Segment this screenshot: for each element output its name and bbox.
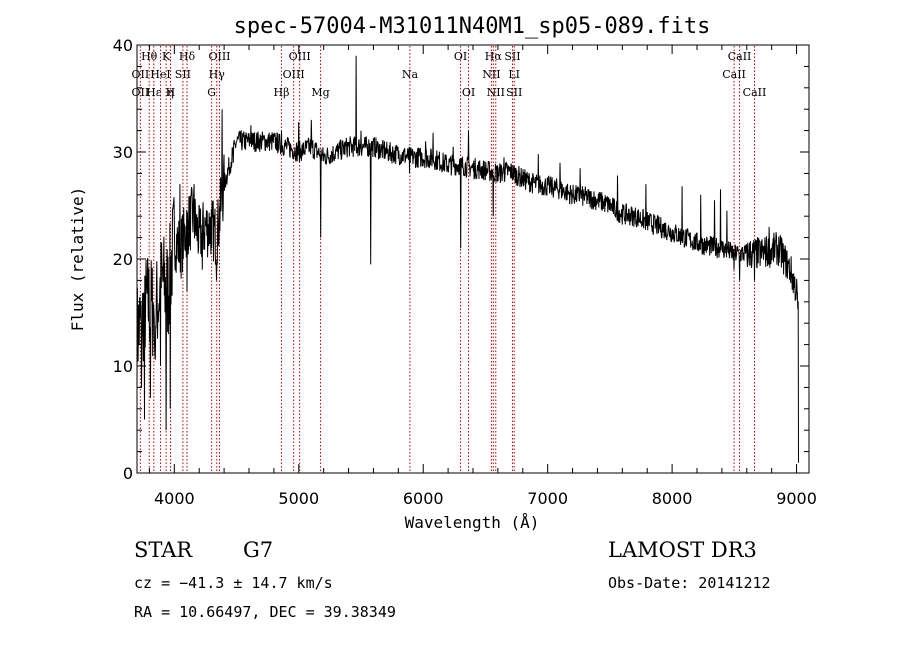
line-label: CaII bbox=[743, 86, 767, 99]
object-subclass: G7 bbox=[243, 538, 274, 562]
x-tick-label: 9000 bbox=[776, 489, 817, 508]
x-tick-label: 6000 bbox=[403, 489, 444, 508]
spectrum-line bbox=[136, 55, 799, 463]
line-label: OIII bbox=[283, 68, 305, 81]
y-tick-label: 0 bbox=[123, 464, 133, 483]
sky-coordinates: RA = 10.66497, DEC = 39.38349 bbox=[134, 603, 396, 621]
line-label: G bbox=[207, 86, 216, 99]
object-class: STAR bbox=[134, 538, 193, 562]
line-label: CaII bbox=[722, 68, 746, 81]
line-label: Hε bbox=[146, 86, 162, 99]
plot-frame bbox=[136, 44, 810, 474]
line-label: Hδ bbox=[179, 50, 196, 63]
line-label: SII bbox=[175, 68, 191, 81]
x-tick-label: 4000 bbox=[154, 489, 195, 508]
axis-ticks: 4000 5000 6000 7000 8000 9000 0 10 20 30 40 bbox=[113, 36, 817, 508]
chart-title: spec-57004-M31011N40M1_sp05-089.fits bbox=[234, 14, 711, 39]
x-tick-label: 5000 bbox=[278, 489, 319, 508]
y-tick-label: 10 bbox=[113, 357, 133, 376]
line-label: HeI bbox=[150, 68, 170, 81]
line-label: CaII bbox=[728, 50, 752, 63]
line-label: OI bbox=[462, 86, 475, 99]
emission-line-labels: OIIHθOIIHεKHeIηHHδSIIGOIIIHγHβOIIIOIIIMg… bbox=[132, 50, 767, 99]
line-label: OII bbox=[132, 86, 150, 99]
line-label: Hθ bbox=[141, 50, 158, 63]
observation-date: Obs-Date: 20141212 bbox=[608, 574, 771, 592]
line-label: OIII bbox=[289, 50, 311, 63]
line-label: H bbox=[166, 86, 176, 99]
y-tick-label: 40 bbox=[113, 36, 133, 55]
line-label: Hβ bbox=[274, 86, 290, 99]
x-tick-label: 8000 bbox=[652, 489, 693, 508]
line-label: NII bbox=[487, 86, 505, 99]
y-axis-label: Flux (relative) bbox=[68, 187, 87, 332]
redshift-cz: cz = −41.3 ± 14.7 km/s bbox=[134, 574, 333, 592]
line-label: OII bbox=[132, 68, 150, 81]
line-label: Na bbox=[402, 68, 419, 81]
line-label: SII bbox=[506, 86, 522, 99]
emission-line-markers bbox=[139, 46, 755, 472]
line-label: OIII bbox=[208, 50, 230, 63]
line-label: Hα bbox=[485, 50, 503, 63]
line-label: η bbox=[167, 86, 174, 99]
y-tick-label: 30 bbox=[113, 143, 133, 162]
line-label: NII bbox=[482, 68, 500, 81]
line-label: LI bbox=[508, 68, 520, 81]
x-tick-label: 7000 bbox=[527, 489, 568, 508]
line-label: K bbox=[162, 50, 171, 63]
line-label: SII bbox=[504, 50, 520, 63]
x-axis-label: Wavelength (Å) bbox=[405, 513, 540, 532]
line-label: OI bbox=[454, 50, 467, 63]
line-label: Hγ bbox=[209, 68, 226, 81]
survey-name: LAMOST DR3 bbox=[608, 538, 757, 562]
line-label: Mg bbox=[311, 86, 329, 99]
y-tick-label: 20 bbox=[113, 250, 133, 269]
